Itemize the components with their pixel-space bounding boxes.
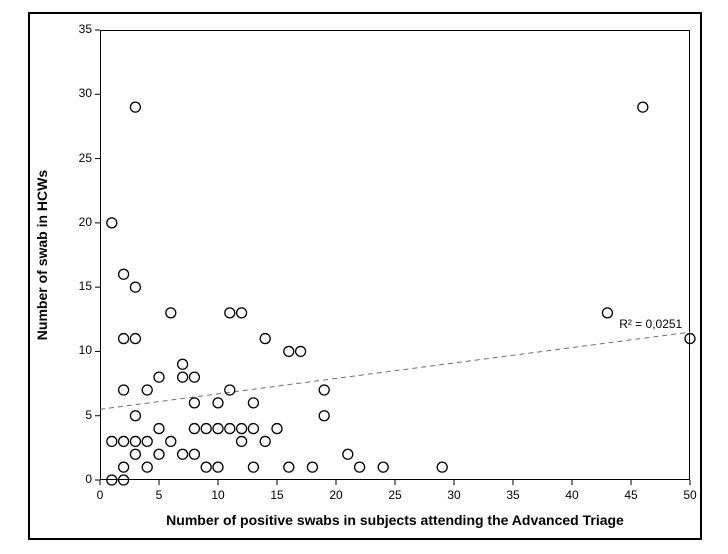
y-tick-label: 30 [62,86,92,100]
y-tick-label: 15 [62,279,92,293]
x-tick-label: 20 [321,488,351,502]
x-tick-label: 25 [380,488,410,502]
y-tick-label: 0 [62,472,92,486]
y-tick-label: 5 [62,408,92,422]
x-tick-label: 35 [498,488,528,502]
x-tick-label: 10 [203,488,233,502]
scatter-plot [0,0,728,554]
x-tick-label: 50 [675,488,705,502]
x-tick-label: 45 [616,488,646,502]
y-tick-label: 25 [62,151,92,165]
y-tick-label: 35 [62,22,92,36]
x-tick-label: 15 [262,488,292,502]
y-tick-label: 10 [62,343,92,357]
x-tick-label: 0 [85,488,115,502]
x-tick-label: 30 [439,488,469,502]
x-tick-label: 5 [144,488,174,502]
y-tick-label: 20 [62,215,92,229]
x-tick-label: 40 [557,488,587,502]
